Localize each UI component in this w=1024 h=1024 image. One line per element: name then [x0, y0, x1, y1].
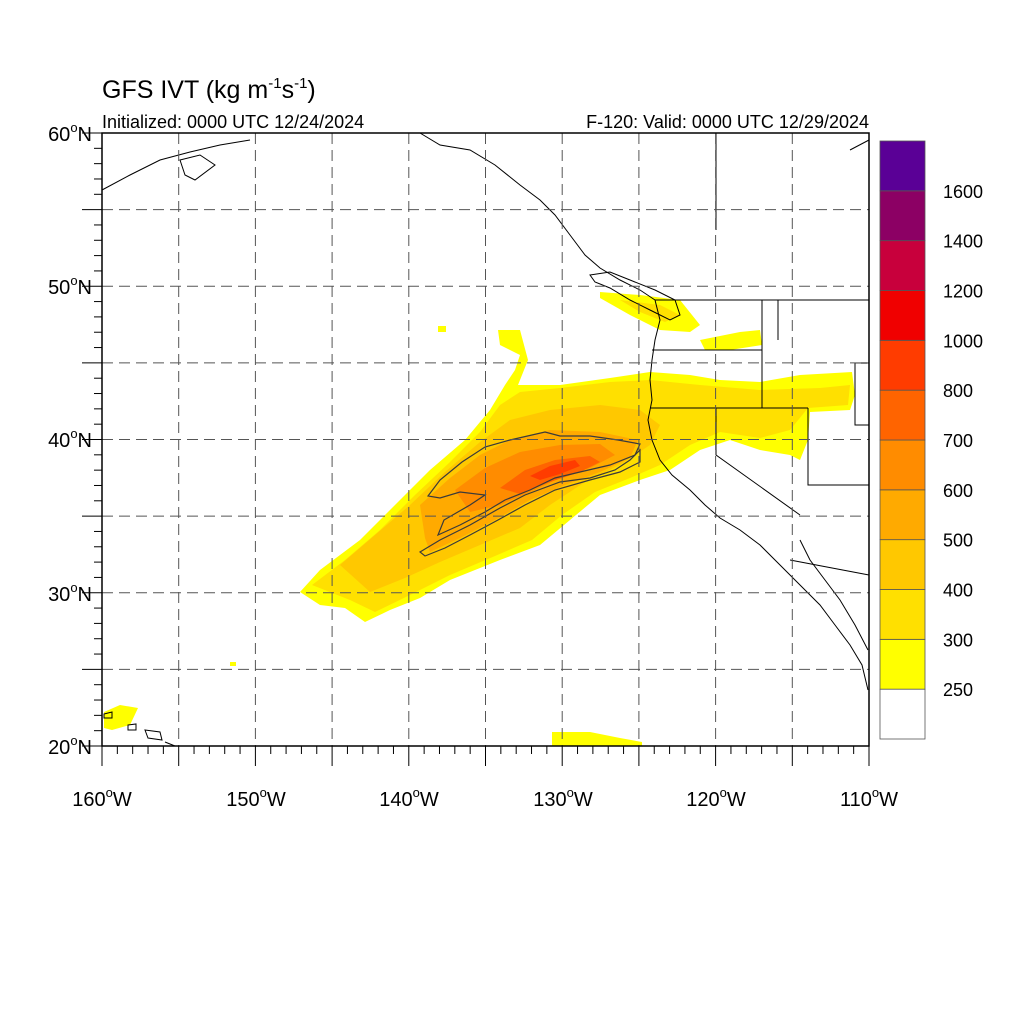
lat-label-30: 30oN: [48, 580, 92, 606]
title-end: ): [307, 76, 315, 104]
colorbar-label: 700: [943, 431, 973, 451]
valid-time-label: F-120: Valid: 0000 UTC 12/29/2024: [586, 112, 869, 132]
lon-label-150: 150oW: [226, 785, 286, 811]
title-s: s: [282, 76, 295, 104]
graticule: [102, 133, 869, 746]
contour-500-south: [418, 448, 641, 557]
coastline-baja: [799, 539, 869, 651]
colorbar-label: 600: [943, 481, 973, 501]
coastline-hawaii-2: [127, 723, 137, 731]
figure-title: GFS IVT (kg m-1s-1): [102, 75, 316, 104]
colorbar-label: 500: [943, 531, 973, 551]
ivt-band-250-south: [552, 732, 642, 746]
lat-label-40: 40oN: [48, 426, 92, 452]
colorbar-label: 300: [943, 630, 973, 650]
lon-label-130: 130oW: [533, 785, 593, 811]
coastline-hawaii-3: [144, 729, 163, 741]
colorbar-label: 400: [943, 581, 973, 601]
colorbar-swatch: [879, 290, 926, 341]
frame-ticks: [82, 132, 870, 766]
us-mexico-border: [789, 559, 870, 576]
map-panel: [82, 132, 870, 766]
colorbar-swatch: [879, 190, 926, 242]
title-main: GFS IVT (kg m: [102, 76, 268, 104]
colorbar-swatch: [879, 439, 926, 491]
colorbar-label: 800: [943, 381, 973, 401]
colorbar-swatch: [879, 589, 926, 640]
latitude-labels: 60oN 50oN 40oN 30oN 20oN: [48, 120, 92, 759]
lon-label-120: 120oW: [686, 785, 746, 811]
colorbar-swatch: [879, 688, 926, 740]
ivt-speck: [438, 326, 446, 332]
lat-label-50: 50oN: [48, 273, 92, 299]
colorbar-label: 250: [943, 680, 973, 700]
colorbar-swatch: [879, 638, 926, 690]
colorbar-swatch: [879, 339, 926, 391]
colorbar-label: 1600: [943, 182, 983, 202]
colorbar-swatch: [879, 140, 926, 192]
ivt-band-800: [530, 460, 580, 480]
coastline-bc-islands: [589, 271, 681, 321]
lon-label-110: 110oW: [840, 785, 898, 811]
coastline-alaska-2: [179, 154, 216, 181]
colorbar-swatch: [879, 240, 926, 291]
lat-label-60: 60oN: [48, 120, 92, 146]
political-boundaries: [650, 133, 870, 576]
ivt-band-300-wa: [620, 300, 680, 322]
coastline-ne: [849, 139, 870, 151]
title-exp-2: -1: [294, 75, 307, 92]
colorbar-label: 1200: [943, 282, 983, 302]
title-exp-1: -1: [268, 75, 281, 92]
lon-label-140: 140oW: [379, 785, 439, 811]
idaho-border: [761, 300, 779, 408]
colorbar-swatch: [879, 489, 926, 541]
ivt-shading: [104, 292, 855, 746]
colorbar-label: 1400: [943, 232, 983, 252]
utah-border: [807, 408, 869, 486]
colorbar-swatch: [879, 389, 926, 441]
colorbar-label: 1000: [943, 331, 983, 351]
initialized-label: Initialized: 0000 UTC 12/24/2024: [102, 112, 364, 132]
ivt-speck: [230, 662, 236, 666]
lat-label-20: 20oN: [48, 733, 92, 759]
ivt-band-250-hawaii: [104, 705, 138, 730]
colorbar: 1600 1400 1200 1000 800 700 600 500 400 300 250: [879, 140, 983, 740]
coastline-hawaii-1: [103, 711, 113, 719]
colorbar-swatch: [879, 539, 926, 590]
lon-label-160: 160oW: [72, 785, 132, 811]
longitude-labels: 160oW 150oW 140oW 130oW 120oW 110oW: [72, 785, 898, 811]
coastline-alaska: [101, 139, 251, 191]
